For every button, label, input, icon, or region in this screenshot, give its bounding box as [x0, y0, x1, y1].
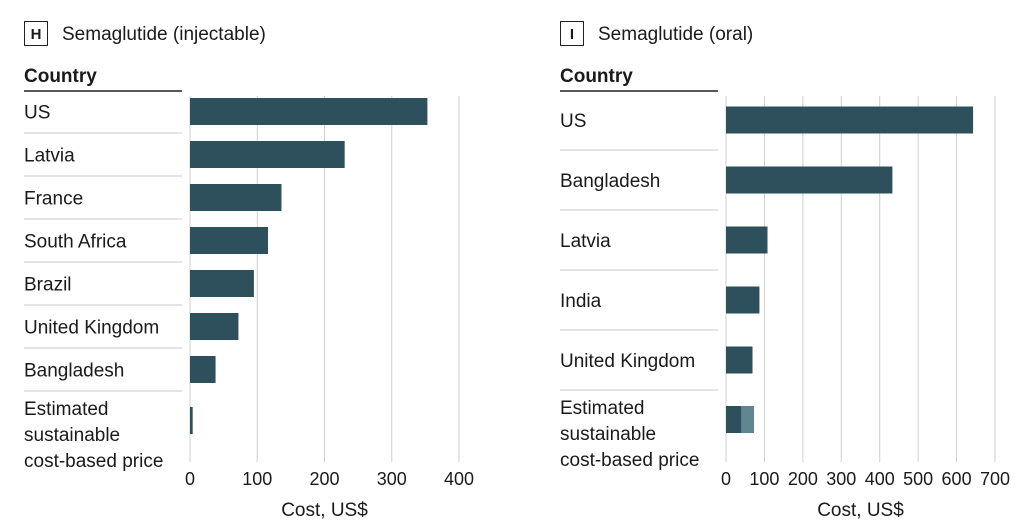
category-label-line: Estimated — [24, 399, 108, 420]
bar-range-extension — [741, 406, 755, 433]
bar — [190, 407, 193, 434]
x-tick-label: 300 — [377, 469, 407, 489]
x-axis-label: Cost, US$ — [281, 500, 368, 521]
panel-label-box — [24, 21, 48, 46]
x-tick-label: 100 — [749, 469, 779, 489]
category-label: Brazil — [24, 275, 72, 296]
category-label: Estimated sustainable cost-based price — [24, 399, 163, 472]
bar — [190, 98, 428, 125]
bar — [726, 406, 742, 433]
category-label: India — [560, 291, 602, 312]
bar — [190, 356, 216, 383]
chart-panel-h: H Semaglutide (injectable) Country US Latvia… — [24, 21, 474, 521]
x-tick-label: 300 — [826, 469, 856, 489]
category-header: Country — [560, 66, 633, 87]
bar — [190, 141, 345, 168]
x-tick-label: 400 — [865, 469, 895, 489]
x-tick-label: 200 — [309, 469, 339, 489]
category-label: South Africa — [24, 232, 127, 253]
category-header: Country — [24, 66, 97, 87]
category-label-line: sustainable — [560, 424, 656, 445]
category-label: US — [560, 111, 586, 132]
x-tick-label: 100 — [242, 469, 272, 489]
x-tick-label: 400 — [444, 469, 474, 489]
x-tick-label: 200 — [788, 469, 818, 489]
chart-title: Semaglutide (injectable) — [62, 24, 266, 45]
x-tick-label: 0 — [721, 469, 731, 489]
chart-panel-i: I Semaglutide (oral) Country US Bangladesh La… — [560, 21, 1010, 521]
category-label: United Kingdom — [560, 351, 695, 372]
bar — [726, 226, 768, 254]
bar — [726, 106, 974, 134]
category-label: Latvia — [560, 231, 611, 252]
panel-label-box — [560, 21, 584, 46]
x-tick-label: 0 — [185, 469, 195, 489]
panel-label: H — [31, 26, 42, 43]
category-label: Latvia — [24, 146, 75, 167]
category-label: Bangladesh — [24, 361, 124, 382]
x-tick-label: 600 — [942, 469, 972, 489]
category-label-line: cost-based price — [560, 450, 699, 471]
category-label: US — [24, 103, 50, 124]
bar — [726, 346, 753, 374]
bar — [190, 270, 254, 297]
bar — [190, 184, 282, 211]
chart-title: Semaglutide (oral) — [598, 24, 753, 45]
bar — [190, 313, 239, 340]
x-tick-label: 700 — [980, 469, 1010, 489]
category-label-line: Estimated — [560, 398, 644, 419]
x-tick-label: 500 — [903, 469, 933, 489]
panel-label: I — [570, 26, 574, 43]
category-label: United Kingdom — [24, 318, 159, 339]
category-label-line: cost-based price — [24, 451, 163, 472]
category-label: Bangladesh — [560, 171, 660, 192]
x-axis-label: Cost, US$ — [817, 500, 904, 521]
bar — [726, 166, 893, 194]
bar — [726, 286, 760, 314]
category-label: France — [24, 189, 83, 210]
bar — [190, 227, 269, 254]
category-label: Estimated sustainable cost-based price — [560, 398, 699, 471]
category-label-line: sustainable — [24, 425, 120, 446]
